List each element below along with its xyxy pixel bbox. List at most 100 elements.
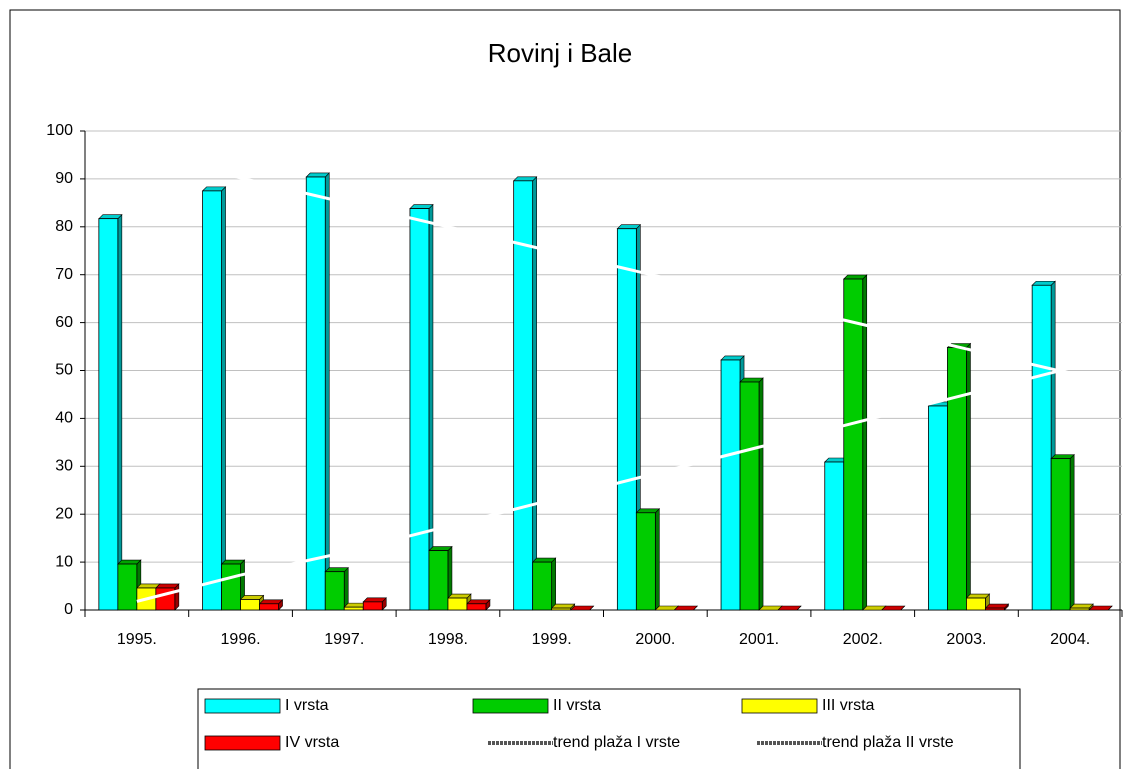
bar [616, 228, 637, 611]
legend-label: II vrsta [553, 697, 601, 714]
bar-top [635, 508, 661, 514]
bar-top [447, 593, 472, 599]
bar [466, 603, 487, 611]
bar-top [881, 605, 906, 611]
bar-top [1031, 280, 1056, 286]
bar-top [720, 355, 745, 361]
y-tick-label: 40 [55, 410, 73, 427]
bar-top [569, 605, 595, 611]
bar [428, 550, 449, 611]
x-tick-label: 1996. [221, 631, 261, 648]
bar-side [966, 342, 971, 611]
y-tick-label: 70 [55, 266, 73, 283]
x-tick-label: 2004. [1050, 631, 1090, 648]
bar [635, 512, 656, 611]
x-tick-label: 2003. [946, 631, 986, 648]
x-tick-label: 1998. [428, 631, 468, 648]
bar [532, 561, 553, 611]
bar-top [155, 583, 180, 589]
bar-top [98, 214, 123, 219]
bar-side [551, 557, 556, 611]
bar [1031, 284, 1052, 611]
bar-side [655, 508, 660, 611]
bar-top [550, 603, 576, 609]
bar-top [117, 559, 142, 565]
bar-top [984, 603, 1010, 609]
y-tick-label: 20 [55, 505, 73, 522]
bar-top [512, 176, 538, 182]
legend-swatch [741, 698, 818, 714]
bar [928, 405, 948, 611]
x-tick-label: 1999. [532, 631, 572, 648]
legend-swatch [472, 698, 549, 714]
bar [324, 571, 345, 611]
bar [985, 607, 1005, 611]
bar-top [1050, 454, 1075, 459]
chart-frame [9, 9, 1121, 769]
bar [202, 190, 222, 611]
y-tick-label: 50 [55, 362, 73, 379]
bar-top [324, 567, 349, 572]
y-tick-label: 60 [55, 314, 73, 331]
bar-top [466, 599, 491, 605]
bar-top [1088, 605, 1113, 611]
bar [221, 563, 241, 611]
bar-top [1069, 603, 1094, 609]
bar [1069, 607, 1090, 611]
bar-top [258, 599, 284, 605]
bar [843, 278, 864, 611]
y-tick-label: 80 [55, 218, 73, 235]
y-tick-label: 30 [55, 458, 73, 475]
y-tick-label: 100 [46, 122, 73, 139]
bar [947, 347, 967, 611]
trend-line [136, 366, 1071, 603]
legend-box [197, 688, 1021, 769]
chart-title: Rovinj i Bale [488, 38, 633, 68]
y-tick-label: 0 [64, 601, 73, 618]
bar [720, 359, 741, 611]
bar [1050, 458, 1071, 611]
bar [447, 597, 468, 611]
x-tick-label: 1995. [117, 631, 157, 648]
bar-side [758, 377, 764, 611]
bar-top [965, 593, 991, 599]
bar [966, 597, 986, 611]
bar [98, 218, 119, 611]
bar-top [531, 557, 557, 563]
y-tick-label: 10 [55, 553, 73, 570]
bar-top [220, 559, 246, 565]
bar-side [1069, 453, 1075, 611]
x-tick-label: 2000. [635, 631, 675, 648]
legend-label: trend plaža II vrste [822, 734, 954, 751]
bar [240, 599, 260, 611]
legend-swatch [204, 735, 281, 751]
y-tick-label: 90 [55, 170, 73, 187]
bar-top [673, 605, 699, 611]
x-tick-label: 1997. [324, 631, 364, 648]
bar [259, 603, 279, 611]
legend-label: IV vrsta [285, 734, 339, 751]
legend-label: trend plaža I vrste [553, 734, 680, 751]
bar-top [201, 186, 227, 192]
bar [305, 176, 326, 611]
legend-label: III vrsta [822, 697, 875, 714]
bar-top [362, 597, 387, 603]
bar [513, 180, 534, 611]
bar-top [739, 377, 764, 383]
bar [551, 607, 572, 611]
bar-side [532, 176, 537, 611]
bar-side [117, 213, 123, 611]
bar [739, 381, 760, 611]
bar-side [174, 583, 180, 611]
legend-swatch [204, 698, 281, 714]
bar-top [239, 595, 265, 600]
bar-side [221, 186, 226, 611]
legend-label: I vrsta [285, 697, 329, 714]
bar [824, 461, 845, 611]
bar-top [843, 274, 868, 280]
x-tick-label: 2001. [739, 631, 779, 648]
bar [409, 208, 430, 611]
bar-top [305, 172, 330, 178]
bar [362, 601, 383, 611]
